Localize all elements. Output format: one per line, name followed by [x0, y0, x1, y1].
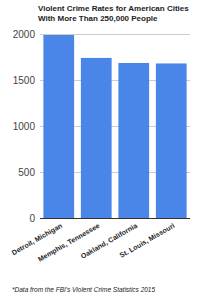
- bar: [156, 63, 187, 218]
- bars: [43, 35, 186, 218]
- y-tick-label: 0: [29, 213, 35, 224]
- grid-line: [40, 218, 190, 219]
- y-tick-label: 1500: [13, 75, 36, 86]
- page: {"chart_data": {"type": "bar", "title": …: [0, 0, 198, 300]
- y-tick-label: 1000: [13, 121, 36, 132]
- y-tick-label: 2000: [13, 29, 36, 40]
- x-tick-label: Memphis, Tennessee: [37, 222, 102, 264]
- annotation: *Data from the FBI's Violent Crime Stati…: [12, 286, 155, 293]
- grid: [40, 34, 190, 218]
- x-tick-labels: Detroit, MichiganMemphis, TennesseeOakla…: [11, 222, 177, 264]
- bar: [81, 58, 112, 218]
- bar: [43, 35, 74, 218]
- title-line: With More Than 250,000 People: [38, 14, 158, 23]
- y-tick-label: 500: [18, 167, 35, 178]
- title: Violent Crime Rates for American CitiesW…: [38, 4, 189, 23]
- x-tick-label: St. Louis, Missouri: [118, 222, 176, 260]
- x-axis-line: [40, 218, 190, 219]
- bar: [118, 63, 149, 218]
- title-line: Violent Crime Rates for American Cities: [38, 4, 189, 13]
- x-tick-label: Oakland, California: [80, 222, 139, 261]
- grid-line: [40, 34, 190, 35]
- chart: Violent Crime Rates for American CitiesW…: [0, 0, 198, 300]
- y-ticks: 0 500 1000 1500 2000: [13, 29, 36, 224]
